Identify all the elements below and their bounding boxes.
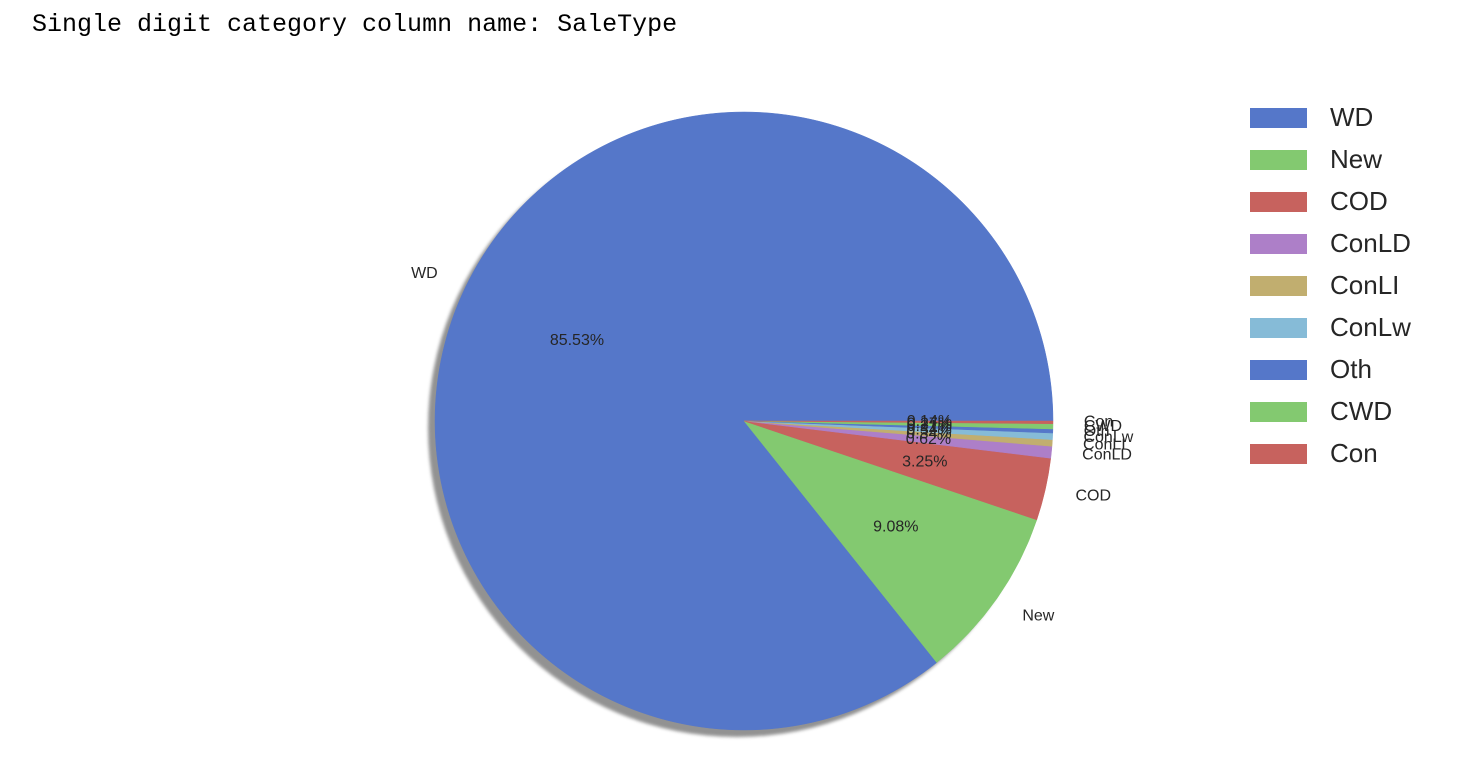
legend-label-conld: ConLD bbox=[1330, 228, 1411, 258]
legend-swatch-oth bbox=[1250, 360, 1307, 380]
pie-percent-labels: 85.53% 9.08% 3.25% 0.62%0.34%0.34%0.21%0.27… bbox=[550, 332, 952, 536]
pie-category-label-oth: Oth bbox=[1084, 423, 1110, 440]
pie-percent-label-conli: 0.34% bbox=[906, 425, 951, 442]
pie-category-label-conlw: ConLw bbox=[1083, 429, 1133, 446]
pie-category-label-conld: ConLD bbox=[1082, 447, 1132, 464]
pie-category-label-new: New bbox=[1022, 607, 1054, 624]
legend-label-new: New bbox=[1330, 144, 1382, 174]
legend-swatch-conld bbox=[1250, 234, 1307, 254]
pie-percent-label-conld: 0.62% bbox=[906, 431, 951, 448]
cell-output-text: Single digit category column name: SaleT… bbox=[32, 10, 678, 39]
pie-category-label-con: Con bbox=[1084, 414, 1113, 431]
legend-label-con: Con bbox=[1330, 438, 1378, 468]
pie-percent-label-oth: 0.21% bbox=[907, 418, 952, 435]
chart-legend: WD New COD ConLD ConLI ConLw Oth CWD Con bbox=[1250, 102, 1411, 468]
pie-category-label-conli: ConLI bbox=[1083, 436, 1126, 453]
legend-swatch-wd bbox=[1250, 108, 1307, 128]
legend-swatch-cwd bbox=[1250, 402, 1307, 422]
legend-label-cod: COD bbox=[1330, 186, 1388, 216]
legend-swatch-new bbox=[1250, 150, 1307, 170]
pie-percent-label-cwd: 0.27% bbox=[907, 415, 952, 432]
pie-percent-label-con: 0.14% bbox=[907, 413, 952, 430]
pie-category-label-cwd: CWD bbox=[1084, 418, 1122, 435]
pie-category-label-cod: COD bbox=[1075, 487, 1111, 504]
pie-percent-label-wd: 85.53% bbox=[550, 332, 604, 349]
legend-swatch-conli bbox=[1250, 276, 1307, 296]
legend-label-conlw: ConLw bbox=[1330, 312, 1411, 342]
pie-percent-label-conlw: 0.34% bbox=[906, 421, 951, 438]
pie-percent-label-cod: 3.25% bbox=[902, 453, 947, 470]
legend-swatch-conlw bbox=[1250, 318, 1307, 338]
legend-swatch-cod bbox=[1250, 192, 1307, 212]
pie-percent-label-new: 9.08% bbox=[873, 519, 918, 536]
legend-swatch-con bbox=[1250, 444, 1307, 464]
legend-label-conli: ConLI bbox=[1330, 270, 1399, 300]
pie-slice-new bbox=[743, 420, 1038, 663]
pie-slice-con bbox=[743, 420, 1054, 424]
legend-label-oth: Oth bbox=[1330, 354, 1372, 384]
legend-label-cwd: CWD bbox=[1330, 396, 1392, 426]
legend-label-wd: WD bbox=[1330, 102, 1373, 132]
pie-category-label-wd: WD bbox=[411, 265, 438, 282]
pie-slices bbox=[434, 111, 1054, 731]
